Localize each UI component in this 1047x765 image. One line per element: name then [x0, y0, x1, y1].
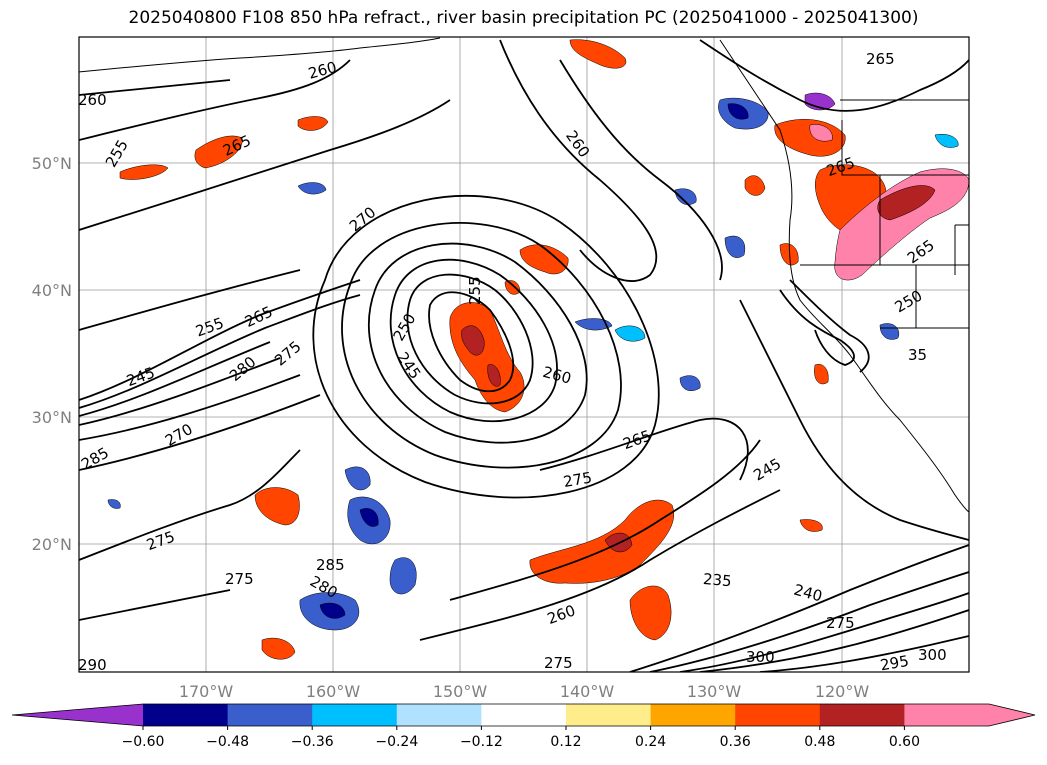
colorbar-extension-low [12, 704, 143, 726]
lon-label-170w: 170°W [179, 682, 234, 701]
colorbar-tick-label: 0.24 [635, 734, 666, 750]
colorbar-tick-label: 0.12 [550, 734, 581, 750]
precipitation-anomaly-shading [107, 39, 969, 660]
contour-label: 275 [225, 570, 254, 588]
colorbar-tick-label: −0.12 [460, 734, 503, 750]
colorbar-segment [650, 704, 736, 726]
colorbar-tick-label: −0.48 [206, 734, 249, 750]
contour-label: 300 [746, 648, 775, 666]
contour-label: 290 [78, 656, 107, 674]
colorbar-segment [227, 704, 313, 726]
colorbar-tick-label: 0.60 [889, 734, 920, 750]
colorbar-tick-label: −0.24 [375, 734, 418, 750]
lat-label-50n: 50°N [32, 154, 72, 173]
lon-label-150w: 150°W [433, 682, 488, 701]
colorbar-tick-label: −0.60 [122, 734, 165, 750]
contour-label: 35 [908, 346, 927, 364]
colorbar-segment [396, 704, 482, 726]
colorbar-tick-label: 0.36 [720, 734, 751, 750]
contour-label: 275 [826, 614, 855, 632]
lat-label-40n: 40°N [32, 281, 72, 300]
colorbar-extension-high [989, 704, 1035, 726]
contour-label: 285 [316, 556, 345, 574]
contour-label: 300 [918, 646, 947, 664]
refractivity-contours [79, 39, 969, 672]
colorbar-tick-label: 0.48 [804, 734, 835, 750]
lon-label-140w: 140°W [560, 682, 615, 701]
colorbar-segment [735, 704, 821, 726]
lon-label-160w: 160°W [306, 682, 361, 701]
colorbar-segment [143, 704, 229, 726]
map-frame [78, 36, 970, 673]
colorbar: −0.60 −0.48 −0.36 −0.24 −0.12 0.12 0.24 0.36 0.4… [11, 703, 1036, 750]
contour-label: 235 [702, 570, 732, 590]
contour-label: 260 [78, 91, 107, 109]
contour-label: 275 [562, 468, 593, 491]
latitude-labels: 50°N 40°N 30°N 20°N [32, 154, 72, 554]
contour-label: 255 [466, 276, 484, 305]
colorbar-segment [481, 704, 567, 726]
colorbar-segment [904, 704, 990, 726]
lon-label-130w: 130°W [687, 682, 742, 701]
longitude-labels: 170°W 160°W 150°W 140°W 130°W 120°W [179, 682, 870, 701]
lon-label-120w: 120°W [815, 682, 870, 701]
colorbar-segment [312, 704, 398, 726]
lat-label-30n: 30°N [32, 408, 72, 427]
colorbar-tick-label: −0.36 [291, 734, 334, 750]
colorbar-segment [819, 704, 905, 726]
contour-label: 275 [544, 654, 573, 672]
coastlines [79, 37, 969, 513]
contour-label: 265 [866, 50, 895, 68]
lat-label-20n: 20°N [32, 535, 72, 554]
contour-label: 295 [879, 652, 910, 675]
map-title: 2025040800 F108 850 hPa refract., river … [128, 8, 919, 28]
colorbar-segment [566, 704, 652, 726]
